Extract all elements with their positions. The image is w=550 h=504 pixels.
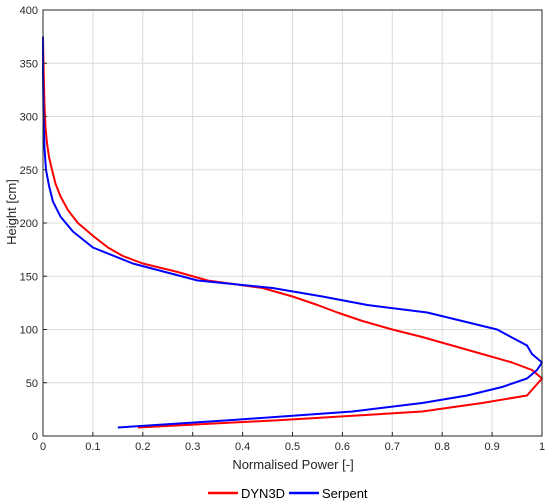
y-tick-label: 200 <box>20 218 38 230</box>
x-tick-label: 0.8 <box>435 441 450 453</box>
x-tick-label: 0.7 <box>385 441 400 453</box>
series-layer <box>42 36 543 429</box>
y-tick-label: 100 <box>20 325 38 337</box>
x-axis-ticks: 0 0.1 0.2 0.3 0.4 0.5 0.6 0.7 0.8 0.9 1 <box>40 432 545 453</box>
y-tick-label: 250 <box>20 165 38 177</box>
x-tick-label: 1 <box>539 441 545 453</box>
legend-label-serpent: Serpent <box>322 486 368 501</box>
y-tick-label: 50 <box>26 378 38 390</box>
y-axis-label: Height [cm] <box>4 179 19 245</box>
x-tick-label: 0.2 <box>135 441 150 453</box>
x-tick-label: 0.4 <box>235 441 250 453</box>
y-tick-label: 300 <box>20 112 38 124</box>
x-tick-label: 0.5 <box>285 441 300 453</box>
y-tick-label: 0 <box>32 431 38 443</box>
x-tick-label: 0.3 <box>185 441 200 453</box>
series-line-serpent <box>42 36 543 429</box>
x-axis-label: Normalised Power [-] <box>232 457 353 472</box>
y-tick-label: 150 <box>20 271 38 283</box>
legend-label-dyn3d: DYN3D <box>241 486 285 501</box>
x-tick-label: 0 <box>40 441 46 453</box>
x-tick-label: 0.9 <box>484 441 499 453</box>
y-axis-ticks: 0 50 100 150 200 250 300 350 400 <box>20 5 47 443</box>
x-tick-label: 0.6 <box>335 441 350 453</box>
legend: DYN3D Serpent <box>208 486 368 501</box>
y-tick-label: 350 <box>20 58 38 70</box>
x-tick-label: 0.1 <box>85 441 100 453</box>
y-tick-label: 400 <box>20 5 38 17</box>
